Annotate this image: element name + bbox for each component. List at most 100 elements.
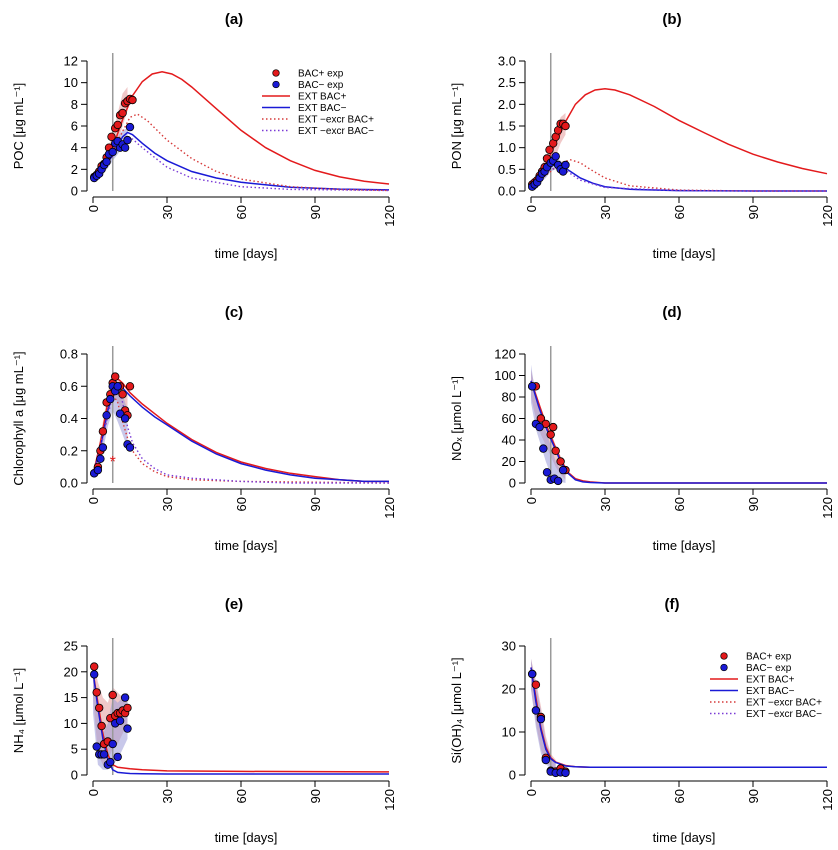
data-point: [118, 108, 127, 118]
data-point: [542, 468, 552, 477]
model-lines: [92, 671, 390, 775]
data-point: [93, 465, 103, 475]
y-tick-label: 0: [509, 476, 516, 491]
panel-label: (a): [225, 11, 243, 28]
x-tick-label: 60: [672, 497, 687, 511]
data-point: [108, 739, 117, 749]
y-axis: 0 10 20 30: [502, 639, 526, 783]
panel-label: (c): [225, 304, 243, 321]
series-line-0: [92, 671, 390, 773]
data-point: [113, 120, 122, 130]
y-tick-label: 100: [494, 368, 516, 383]
y-tick-label: 0.0: [60, 476, 78, 491]
series-line-3: [530, 166, 828, 192]
panel-label: (f): [665, 596, 680, 613]
data-point: [96, 454, 105, 463]
y-tick-label: 20: [502, 454, 516, 469]
y-axis-label: POC [μg mL⁻¹]: [11, 83, 26, 170]
data-point: [531, 706, 541, 715]
panel-label: (b): [662, 11, 681, 28]
y-tick-label: 1.0: [498, 140, 516, 155]
y-axis: 0 5 10 15 20 25: [64, 639, 88, 783]
y-tick-label: 4: [71, 140, 78, 155]
data-point: [123, 135, 132, 145]
x-tick-label: 120: [382, 205, 397, 227]
legend-entry: BAC− exp: [746, 663, 792, 674]
legend-entry: EXT −excr BAC+: [298, 115, 374, 126]
series-line-3: [92, 384, 389, 484]
legend-swatch-point: [720, 663, 728, 672]
y-tick-label: 3.0: [498, 54, 516, 69]
x-tick-label: 30: [598, 497, 613, 511]
data-point: [551, 152, 560, 161]
x-tick-label: 120: [382, 497, 397, 519]
y-tick-label: 12: [64, 54, 78, 69]
y-tick-label: 25: [64, 639, 78, 654]
x-axis: 0 30 60 90 120: [524, 196, 835, 227]
y-tick-label: 0.4: [60, 411, 78, 426]
data-point: [102, 157, 111, 166]
data-points: [528, 669, 570, 778]
data-point: [539, 444, 548, 453]
data-points: [89, 94, 137, 183]
data-point: [115, 716, 125, 725]
x-tick-label: 90: [746, 205, 761, 219]
x-tick-label: 60: [672, 205, 687, 219]
x-tick-label: 90: [746, 497, 761, 511]
series-line-0: [92, 375, 389, 483]
data-point: [102, 411, 111, 420]
legend-entry: BAC− exp: [298, 80, 344, 91]
data-point: [94, 703, 104, 713]
legend-entry: EXT BAC+: [298, 92, 347, 103]
data-points: [528, 382, 570, 486]
series-line-0: [530, 87, 828, 188]
data-point: [89, 670, 99, 679]
panel-3: (d) 0 30 60 90 120 time [days] 0 20 40 60 80 100 120 N…: [449, 304, 835, 553]
data-point: [545, 145, 554, 154]
y-tick-label: 30: [502, 639, 516, 654]
x-tick-label: 30: [598, 205, 613, 219]
data-point: [92, 688, 101, 697]
x-axis: 0 30 60 90 120: [86, 780, 397, 811]
y-tick-label: 15: [64, 690, 78, 705]
data-point: [115, 409, 125, 418]
x-axis-label: time [days]: [215, 246, 278, 261]
x-axis-label: time [days]: [653, 246, 716, 261]
data-point: [551, 446, 560, 455]
series-line-2: [92, 113, 390, 192]
y-tick-label: 20: [64, 664, 78, 679]
data-point: [125, 122, 135, 132]
legend-entry: EXT BAC+: [746, 675, 795, 686]
data-point: [546, 430, 555, 439]
data-point: [110, 372, 120, 381]
x-tick-label: 0: [524, 497, 539, 504]
x-tick-label: 0: [86, 789, 101, 796]
series-line-1: [92, 385, 389, 483]
data-point: [118, 390, 127, 399]
data-point: [113, 752, 122, 762]
data-point: [120, 414, 130, 423]
y-tick-label: 0.0: [498, 184, 516, 199]
x-tick-label: 60: [234, 205, 249, 219]
y-axis: 0.0 0.5 1.0 1.5 2.0 2.5 3.0: [498, 54, 526, 199]
y-axis-label: NH₄ [μmol L⁻¹]: [11, 668, 26, 753]
data-point: [541, 755, 550, 765]
data-point: [556, 457, 565, 466]
data-point: [97, 721, 106, 731]
series-line-0: [92, 71, 390, 185]
data-point: [553, 476, 563, 486]
y-tick-label: 10: [502, 725, 516, 740]
y-axis-label: NOₓ [μmol L⁻¹]: [449, 376, 464, 461]
data-points: [89, 662, 132, 769]
x-tick-label: 30: [160, 789, 175, 803]
panel-0: (a) 0 30 60 90 120 time [days] 0 2 4 6 8 10 12 POC [μg…: [11, 11, 397, 261]
panel-4: (e) 0 30 60 90 120 time [days] 0 5 10 15 20 25 NH₄ [μ…: [11, 596, 397, 845]
x-tick-label: 120: [820, 497, 835, 519]
y-tick-label: 0.8: [60, 347, 78, 362]
data-point: [120, 693, 130, 702]
x-tick-label: 120: [820, 205, 835, 227]
data-point: [123, 703, 132, 713]
data-point: [123, 724, 132, 733]
